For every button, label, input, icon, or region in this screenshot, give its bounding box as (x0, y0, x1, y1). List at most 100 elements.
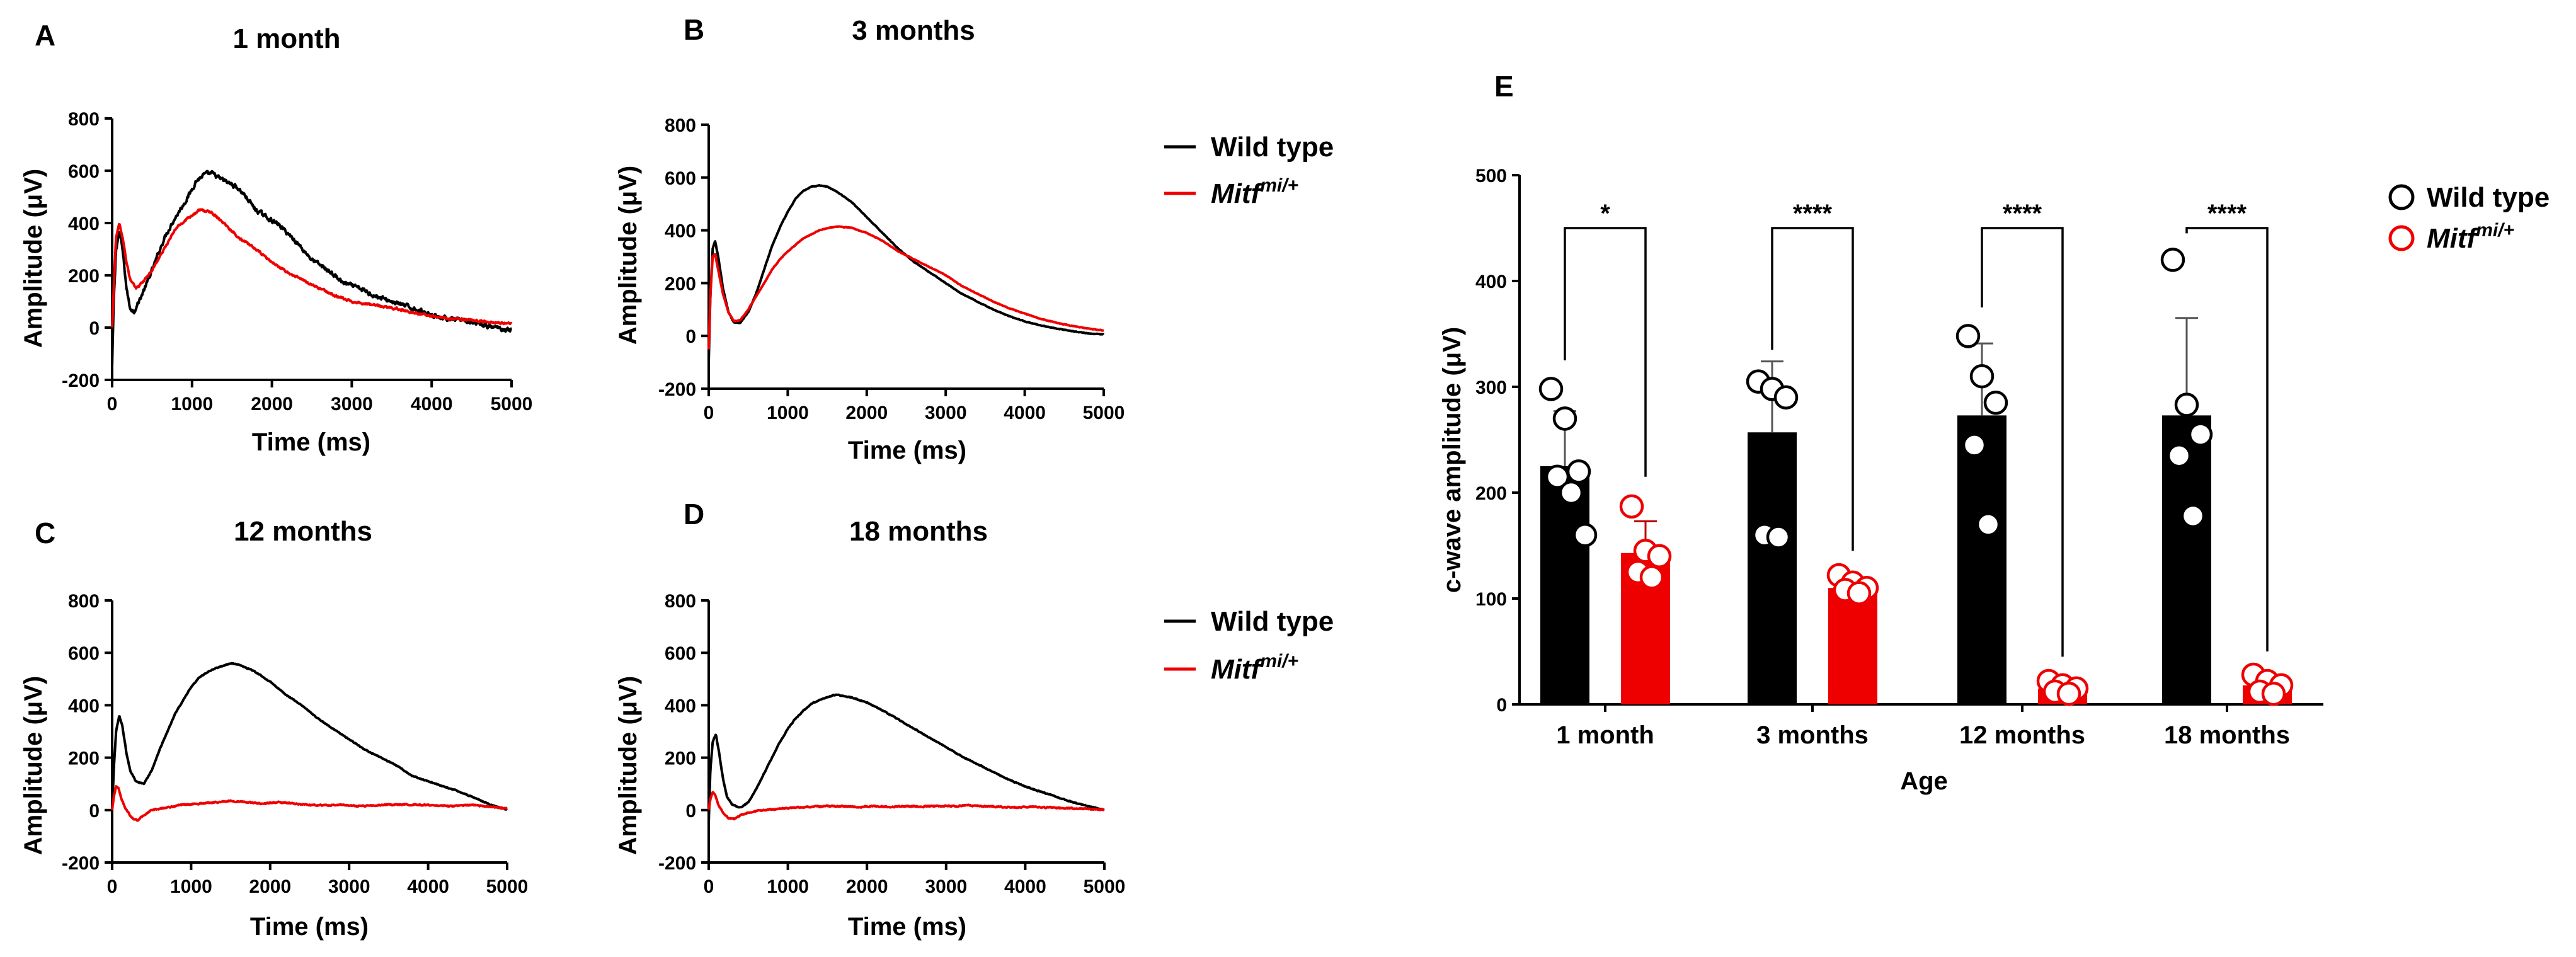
panel-c-ytick-label: -200 (62, 853, 100, 874)
legend-bottom: Wild type Mitfmi/+ (1164, 606, 1334, 685)
panel-e-point-mitf (2056, 681, 2081, 706)
legend-bottom-mitf-sup: mi/+ (1260, 651, 1298, 672)
legend-e-mitf-main: Mitf (2427, 223, 2479, 254)
panel-a-xtick-label: 5000 (491, 394, 533, 415)
panel-e-ylabel: c-wave amplitude (μV) (1438, 327, 1466, 593)
panel-e-category-label: 1 month (1556, 721, 1654, 749)
panel-c-xlabel: Time (ms) (250, 913, 369, 941)
panel-b-xtick-label: 2000 (845, 403, 888, 423)
panel-e-point-wild-type (1773, 385, 1799, 410)
panel-e-ytick-label: 100 (1475, 589, 1507, 610)
panel-e-point-mitf (1647, 544, 1672, 569)
panel-e-point-wild-type (2174, 393, 2199, 417)
panel-e-plot: 0 100 200 300 400 500 1 month 3 months 12 months… (1475, 166, 2323, 749)
legend-bottom-mitf-label: Mitfmi/+ (1211, 651, 1298, 685)
panel-c-ytick-label: 0 (89, 801, 100, 822)
panel-d-xtick-label: 5000 (1084, 876, 1126, 897)
panel-e-point-wild-type (1538, 377, 1564, 401)
panel-d-ytick-label: 0 (685, 801, 696, 822)
panel-b: B 3 months Amplitude (μV) Time (ms) -200… (614, 13, 1125, 464)
panel-c-ylabel: Amplitude (μV) (20, 676, 47, 855)
panel-d-series-wild-type-line (707, 693, 1106, 823)
panel-letter-d: D (684, 498, 704, 530)
panel-b-xtick-label: 1000 (767, 403, 809, 423)
panel-c-xtick-label: 1000 (170, 876, 212, 897)
legend-e-mitf-marker (2388, 225, 2415, 251)
panel-b-ytick-label: 200 (665, 273, 696, 294)
panel-e-point-wild-type (2180, 503, 2206, 529)
panel-letter-b: B (684, 13, 704, 46)
panel-c-plot: -200 0 200 400 600 800 0 1000 2000 3000 4000 5000 (62, 591, 528, 897)
panel-e-point-mitf (1846, 581, 1872, 605)
panel-a-ytick-label: 400 (68, 214, 100, 234)
panel-e-point-wild-type (1766, 525, 1791, 549)
panel-d-ytick-label: 600 (665, 643, 696, 664)
panel-e-point-wild-type (1566, 459, 1591, 484)
panel-a-title: 1 month (232, 23, 340, 54)
panel-e-ytick-label: 400 (1475, 272, 1507, 292)
panel-c-ytick-label: 200 (68, 748, 100, 769)
panel-c-ytick-label: 800 (68, 591, 100, 612)
panel-c: C 12 months Amplitude (μV) Time (ms) -20… (20, 516, 528, 941)
panel-c-ytick-label: 400 (68, 696, 100, 716)
panel-e-ytick-label: 500 (1475, 166, 1507, 186)
panel-b-xtick-label: 5000 (1083, 403, 1125, 423)
panel-b-ytick-label: 600 (665, 168, 696, 189)
panel-d-ytick-label: 400 (665, 696, 696, 716)
panel-letter-c: C (35, 517, 55, 549)
legend-top-wild-type-label: Wild type (1211, 132, 1334, 163)
panel-b-xlabel: Time (ms) (848, 437, 966, 464)
panel-d-plot: -200 0 200 400 600 800 0 1000 2000 3000 4000 5000 (658, 591, 1125, 897)
panel-e-point-wild-type (1545, 464, 1570, 490)
panel-b-ytick-label: -200 (658, 379, 696, 400)
panel-a-xtick-label: 0 (107, 394, 118, 415)
panel-e-point-wild-type (2188, 422, 2213, 447)
panel-c-series-wild-type-line (111, 662, 508, 811)
panel-e-ytick-label: 200 (1475, 483, 1507, 504)
legend-e-mitf-label: Mitfmi/+ (2427, 220, 2514, 254)
panel-b-plot: -200 0 200 400 600 800 0 1000 2000 3000 4000 5000 (658, 115, 1125, 423)
panel-e-point-wild-type (1969, 364, 1995, 389)
panel-c-xtick-label: 2000 (249, 876, 291, 897)
panel-e-bar-wild-type (1957, 415, 2006, 704)
panel-e-significance-bracket (1564, 227, 1647, 477)
panel-a-xtick-label: 2000 (251, 394, 293, 415)
panel-a: A 1 month Amplitude (μV) Time (ms) -200 0… (20, 19, 532, 456)
panel-c-xtick-label: 4000 (407, 876, 449, 897)
panel-e-ytick-label: 0 (1496, 695, 1507, 716)
panel-letter-e: E (1494, 70, 1514, 103)
legend-top-mitf-sup: mi/+ (1260, 175, 1298, 196)
panel-e-significance-bracket (1771, 227, 1854, 551)
panel-e-point-wild-type (2167, 443, 2192, 468)
panel-a-series-wild-type-line (111, 169, 513, 367)
legend-e-wild-type-label: Wild type (2427, 182, 2550, 213)
panel-a-xlabel: Time (ms) (252, 428, 370, 456)
panel-e-significance-label: **** (2207, 200, 2247, 227)
panel-b-ylabel: Amplitude (μV) (614, 166, 642, 345)
panel-e-point-wild-type (1983, 390, 2008, 415)
panel-a-ytick-label: 800 (68, 109, 100, 130)
panel-e-point-mitf (1619, 494, 1644, 519)
panel-a-series-mitf-line (111, 208, 513, 328)
panel-e-category-label: 3 months (1756, 721, 1869, 749)
panel-a-ytick-label: 600 (68, 161, 100, 182)
panel-e-significance-label: **** (1793, 200, 1833, 227)
panel-b-ytick-label: 0 (685, 326, 696, 347)
panel-d-title: 18 months (849, 516, 988, 547)
panel-e-significance-bracket (1981, 227, 2064, 657)
panel-e-category-label: 18 months (2164, 721, 2290, 749)
panel-d-ylabel: Amplitude (μV) (614, 676, 642, 855)
panel-e-point-wild-type (1955, 324, 1981, 348)
panel-e: E c-wave amplitude (μV) Age 0 100 200 300 40… (1438, 70, 2323, 795)
panel-d-xlabel: Time (ms) (848, 913, 966, 941)
panel-a-plot: -200 0 200 400 600 800 0 1000 2000 3000 4000 5000 (62, 109, 532, 415)
panel-e-significance-bracket (2185, 227, 2269, 651)
panel-a-ylabel: Amplitude (μV) (20, 169, 47, 348)
panel-e-point-wild-type (1572, 522, 1598, 547)
panel-d-ytick-label: 200 (665, 748, 696, 769)
panel-e-point-wild-type (2160, 248, 2185, 272)
legend-top: Wild type Mitfmi/+ (1164, 132, 1334, 209)
panel-c-xtick-label: 0 (107, 876, 118, 897)
panel-e-point-wild-type (1552, 406, 1577, 431)
